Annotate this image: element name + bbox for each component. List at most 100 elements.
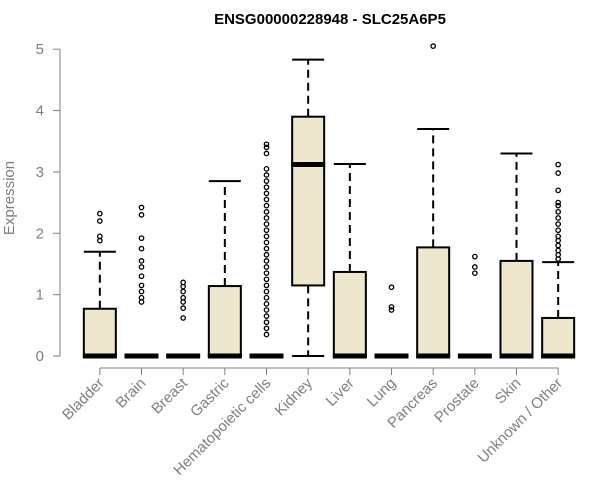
outlier-point xyxy=(471,264,478,270)
outlier-point xyxy=(388,307,395,313)
outlier-point xyxy=(263,270,270,277)
outlier-point xyxy=(138,288,145,295)
outlier-point xyxy=(555,161,562,168)
outlier-point xyxy=(388,304,395,310)
box-brain xyxy=(124,204,159,359)
x-tick-label: Liver xyxy=(323,375,358,410)
outlier-point xyxy=(555,199,562,206)
x-tick-label: Kidney xyxy=(272,374,317,419)
outlier-point xyxy=(180,305,187,311)
outlier-point xyxy=(180,294,187,301)
outlier-point xyxy=(555,221,562,227)
outlier-point xyxy=(263,307,270,313)
box-bladder xyxy=(82,210,117,359)
outlier-point xyxy=(555,227,562,234)
outlier-point xyxy=(555,242,562,249)
outlier-point xyxy=(263,276,270,283)
outlier-point xyxy=(263,221,270,227)
outlier-point xyxy=(555,208,562,215)
outlier-point xyxy=(138,264,145,270)
box-liver xyxy=(332,162,367,359)
outlier-point xyxy=(263,150,270,157)
x-tick-label: Lung xyxy=(364,375,400,411)
outlier-point xyxy=(263,288,270,295)
outlier-point xyxy=(263,227,270,234)
outlier-point xyxy=(96,210,103,217)
outlier-point xyxy=(138,282,145,289)
outlier-point xyxy=(96,218,103,224)
y-tick-label: 4 xyxy=(36,103,44,120)
outlier-point xyxy=(471,253,478,260)
box-body xyxy=(207,285,242,357)
outlier-point xyxy=(138,204,145,211)
outlier-point xyxy=(263,264,270,270)
outlier-point xyxy=(555,215,562,221)
y-tick-label: 2 xyxy=(36,225,44,242)
outlier-point xyxy=(263,325,270,332)
boxes xyxy=(82,43,576,359)
outlier-point xyxy=(263,184,270,191)
box-body xyxy=(291,115,326,287)
y-tick-label: 1 xyxy=(36,287,44,304)
box-unknown-other xyxy=(541,161,576,359)
box-gastric xyxy=(207,180,242,359)
outlier-point xyxy=(180,288,187,295)
box-breast xyxy=(166,279,201,359)
box-body xyxy=(499,259,534,358)
outlier-point xyxy=(180,279,187,286)
outlier-point xyxy=(263,300,270,307)
outlier-point xyxy=(138,235,145,242)
outlier-point xyxy=(263,215,270,221)
x-tick-label: Breast xyxy=(148,374,191,417)
y-tick-label: 3 xyxy=(36,164,44,181)
outlier-point xyxy=(263,282,270,289)
box-skin xyxy=(499,152,534,359)
outlier-point xyxy=(555,187,562,194)
box-body xyxy=(82,307,117,357)
box-body xyxy=(541,316,576,357)
outlier-point xyxy=(555,202,562,209)
x-tick-label: Prostate xyxy=(431,375,483,427)
outlier-point xyxy=(180,315,187,321)
outlier-point xyxy=(263,245,270,252)
outlier-point xyxy=(263,251,270,258)
outlier-point xyxy=(388,284,395,291)
outlier-point xyxy=(555,233,562,240)
outlier-point xyxy=(471,270,478,277)
chart-title: ENSG00000228948 - SLC25A6P5 xyxy=(214,11,446,28)
outlier-point xyxy=(263,190,270,197)
x-tick-label: Brain xyxy=(113,375,150,412)
box-hematopoietic-cells xyxy=(249,141,284,359)
box-pancreas xyxy=(416,43,451,359)
outlier-point xyxy=(263,294,270,301)
outlier-point xyxy=(430,43,437,49)
box-body xyxy=(416,246,451,358)
outlier-point xyxy=(263,144,270,151)
box-lung xyxy=(374,284,409,359)
y-tick-label: 0 xyxy=(36,348,44,365)
outlier-point xyxy=(263,208,270,215)
box-prostate xyxy=(457,253,492,359)
y-tick-label: 5 xyxy=(36,41,44,58)
outlier-point xyxy=(138,212,145,218)
outlier-point xyxy=(263,141,270,148)
outlier-point xyxy=(263,319,270,326)
x-tick-label: Bladder xyxy=(59,375,108,424)
outlier-point xyxy=(263,239,270,246)
outlier-point xyxy=(138,258,145,264)
outlier-point xyxy=(138,245,145,252)
outlier-point xyxy=(263,196,270,203)
box-kidney xyxy=(291,58,326,357)
outlier-point xyxy=(96,233,103,240)
outlier-point xyxy=(263,178,270,184)
y-axis-label: Expression xyxy=(1,161,18,235)
outlier-point xyxy=(263,172,270,178)
outlier-point xyxy=(138,294,145,301)
box-body xyxy=(332,270,367,357)
outlier-point xyxy=(263,313,270,319)
outlier-point xyxy=(138,273,145,280)
outlier-point xyxy=(263,166,270,172)
x-tick-label: Skin xyxy=(492,375,525,408)
